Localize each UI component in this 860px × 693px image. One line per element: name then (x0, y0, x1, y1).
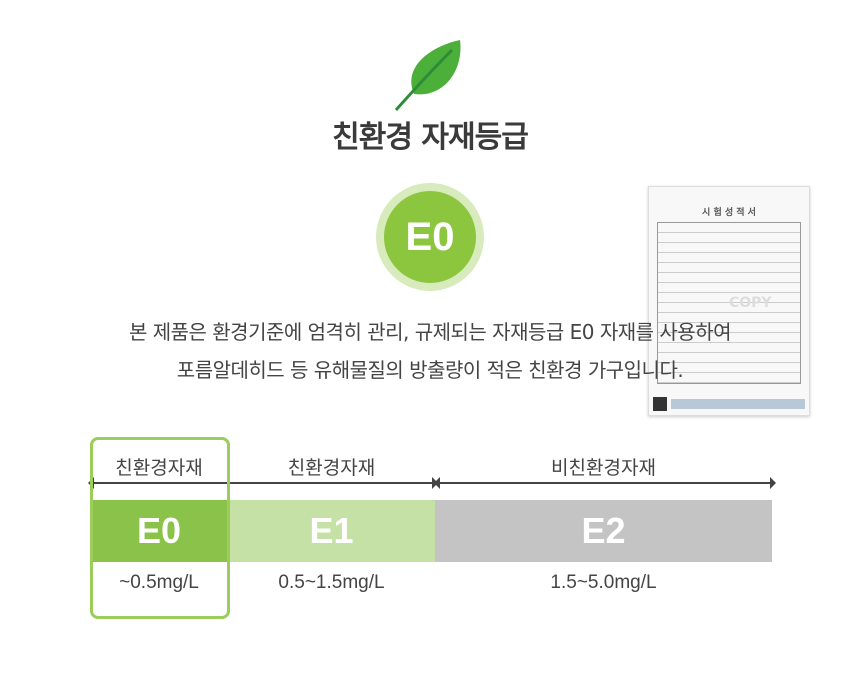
certificate-title: 시 험 성 적 서 (702, 208, 756, 218)
page-title: 친환경 자재등급 (332, 120, 529, 155)
grade-badge: E0 (376, 183, 484, 291)
test-certificate-image: 시 험 성 적 서 COPY (648, 186, 810, 416)
range-e1: 0.5~1.5mg/L (278, 572, 385, 593)
range-e2: 1.5~5.0mg/L (550, 572, 657, 593)
e0-highlight-box (90, 437, 230, 619)
grade-badge-label: E0 (384, 191, 476, 283)
group-label-e0: 친환경자재 (115, 457, 203, 479)
description-line-2: 포름알데히드 등 유해물질의 방출량이 적은 친환경 가구입니다. (176, 358, 684, 382)
non-eco-range-arrow (434, 477, 776, 489)
grade-e1: E1 (228, 500, 435, 562)
group-label-e1: 친환경자재 (287, 457, 376, 479)
leaf-icon (394, 40, 461, 111)
group-label-e2: 비친환경자재 (551, 457, 656, 479)
grade-e0: E0 (90, 500, 228, 562)
range-e0: ~0.5mg/L (119, 572, 199, 593)
description-line-1: 본 제품은 환경기준에 엄격히 관리, 규제되는 자재등급 E0 자재를 사용하… (128, 320, 732, 344)
grade-e2: E2 (435, 500, 772, 562)
certificate-watermark: COPY (729, 295, 772, 311)
